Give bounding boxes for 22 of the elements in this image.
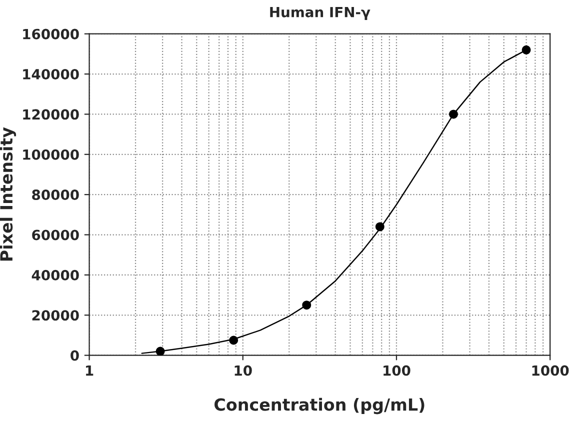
x-tick-label: 1 [86, 365, 94, 376]
x-tick-label: 100 [384, 365, 410, 376]
y-tick-label: 140000 [23, 68, 79, 80]
x-tick-label: 10 [234, 365, 252, 376]
x-axis-title: Concentration (pg/mL) [214, 398, 424, 414]
y-tick-label: 20000 [32, 310, 79, 321]
point [302, 300, 312, 310]
x-tick-label: 1000 [532, 365, 569, 376]
y-tick-label: 80000 [32, 190, 79, 200]
y-tick-label: 160000 [23, 28, 79, 40]
y-tick-label: 100000 [23, 149, 79, 160]
y-tick-label: 60000 [32, 230, 79, 240]
point [229, 336, 238, 345]
y-axis-title: Pixel Intensity [0, 127, 16, 261]
point [156, 346, 165, 356]
y-tick-label: 120000 [23, 109, 79, 120]
chart-title: Human IFN-γ [270, 7, 370, 20]
y-tick-label: 40000 [32, 270, 79, 280]
point [448, 110, 458, 119]
point [375, 222, 384, 232]
y-tick-label: 0 [70, 350, 79, 361]
point [522, 45, 531, 54]
